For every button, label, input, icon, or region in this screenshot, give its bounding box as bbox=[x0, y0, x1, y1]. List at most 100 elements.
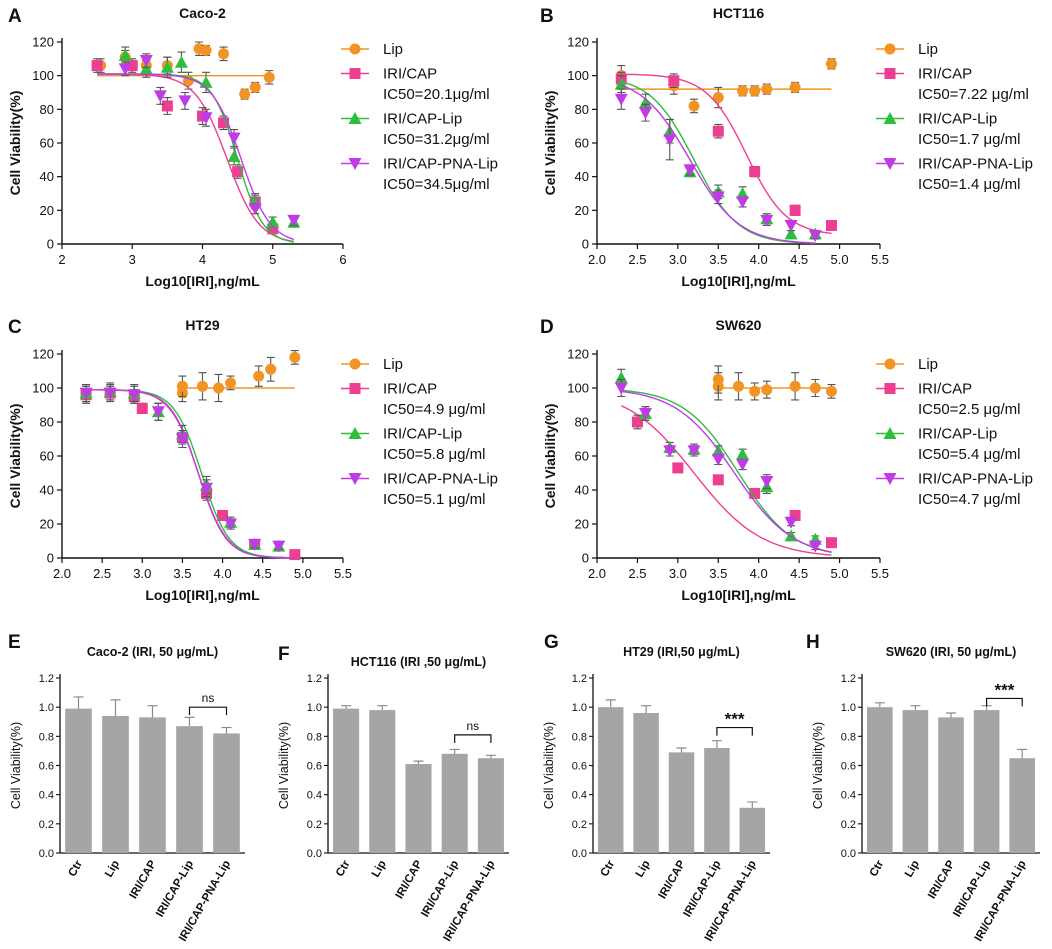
panel-letter: G bbox=[544, 632, 559, 653]
data-point bbox=[688, 100, 700, 112]
y-axis-label: Cell Viability(%) bbox=[542, 91, 558, 196]
x-tick-label: 4.0 bbox=[750, 252, 768, 267]
error-bar bbox=[184, 716, 195, 727]
data-point bbox=[672, 462, 684, 474]
y-tick-label: 0.6 bbox=[572, 761, 587, 773]
data-point bbox=[151, 406, 165, 419]
data-point bbox=[218, 117, 230, 129]
x-tick-label: 2.5 bbox=[628, 566, 646, 581]
fit-curve bbox=[86, 389, 295, 559]
x-tick-label: 5.0 bbox=[831, 252, 849, 267]
panel-letter: F bbox=[278, 644, 290, 665]
data-point bbox=[736, 196, 750, 209]
error-bar bbox=[110, 699, 121, 716]
y-tick-label: 120 bbox=[567, 347, 589, 362]
legend: Lip IRI/CAP IC50=20.1μg/ml IRI/CAP-Lip IC50=… bbox=[341, 41, 498, 193]
chart-title: HCT116 bbox=[713, 5, 765, 21]
x-tick-label: IRI/CAP-Lip bbox=[681, 859, 723, 920]
y-tick-label: 0 bbox=[47, 551, 54, 566]
data-point bbox=[733, 380, 744, 392]
data-point bbox=[639, 408, 653, 420]
data-point bbox=[663, 445, 677, 458]
panel-letter: A bbox=[8, 6, 22, 27]
y-tick-label: 0.4 bbox=[841, 790, 856, 802]
y-tick-label: 20 bbox=[575, 517, 589, 532]
error-bar bbox=[485, 754, 496, 759]
data-point bbox=[217, 510, 229, 521]
y-tick-label: 1.2 bbox=[841, 673, 856, 685]
data-point bbox=[118, 63, 132, 76]
data-point bbox=[287, 214, 301, 227]
chart-title: Caco-2 (IRI, 50 μg/mL) bbox=[87, 645, 218, 659]
data-point bbox=[199, 75, 213, 88]
legend-label: IRI/CAP-PNA-Lip bbox=[383, 471, 498, 488]
data-point bbox=[248, 538, 262, 551]
y-tick-label: 0 bbox=[582, 551, 589, 566]
chart-title: HCT116 (IRI ,50 μg/mL) bbox=[351, 655, 486, 669]
y-tick-label: 0.4 bbox=[307, 790, 322, 802]
data-point bbox=[749, 166, 761, 178]
data-point bbox=[712, 92, 724, 104]
x-tick-label: 2.5 bbox=[628, 252, 646, 267]
x-tick-label: Ctr bbox=[66, 858, 85, 879]
legend-marker bbox=[348, 427, 362, 439]
legend-ic50: IC50=4.7 μg/ml bbox=[918, 491, 1020, 508]
legend-ic50: IC50=34.5μg/ml bbox=[383, 176, 490, 193]
y-tick-label: 100 bbox=[567, 68, 589, 83]
bar bbox=[739, 807, 766, 853]
error-bar bbox=[73, 696, 84, 709]
x-tick-label: 5 bbox=[269, 252, 276, 267]
data-point bbox=[272, 540, 286, 553]
panel-letter: B bbox=[540, 6, 554, 27]
y-tick-label: 20 bbox=[40, 517, 54, 532]
data-point bbox=[614, 371, 628, 384]
y-axis-label: Cell Viability(%) bbox=[811, 722, 825, 809]
data-point bbox=[239, 88, 251, 100]
data-point bbox=[631, 416, 643, 428]
error-bar bbox=[221, 726, 232, 734]
fit-curve bbox=[621, 390, 832, 553]
x-tick-label: 4.5 bbox=[254, 566, 272, 581]
error-bar bbox=[946, 712, 956, 718]
bar bbox=[176, 726, 203, 853]
data-point bbox=[789, 380, 801, 392]
data-point bbox=[213, 382, 225, 394]
y-tick-label: 1.2 bbox=[39, 673, 54, 685]
data-point bbox=[178, 95, 192, 108]
significance-label: *** bbox=[994, 680, 1014, 699]
y-tick-label: 40 bbox=[575, 483, 589, 498]
error-bar bbox=[1017, 748, 1028, 759]
data-point bbox=[200, 482, 214, 495]
x-tick-label: 2.0 bbox=[588, 252, 606, 267]
data-point bbox=[232, 166, 244, 178]
y-tick-label: 60 bbox=[40, 136, 54, 151]
x-tick-label: IRI/CAP-Lip bbox=[951, 859, 993, 920]
series-iri_cap_pna_lip bbox=[79, 384, 295, 559]
fit-curve bbox=[86, 389, 295, 559]
x-tick-label: 2 bbox=[58, 252, 65, 267]
data-point bbox=[267, 223, 279, 235]
legend: Lip IRI/CAP IC50=4.9 μg/ml IRI/CAP-Lip IC50=… bbox=[341, 356, 498, 508]
legend-marker bbox=[349, 383, 361, 394]
panel-A: A Caco-2 0 20 40 60 80 100 120 2 3 4 5 6 Log10[IRI],ng… bbox=[7, 5, 498, 289]
y-tick-label: 1.2 bbox=[307, 673, 322, 685]
error-bar bbox=[910, 705, 921, 711]
legend-label: IRI/CAP bbox=[383, 66, 437, 83]
series-iri_cap bbox=[80, 385, 301, 561]
data-point bbox=[760, 476, 774, 488]
error-bar bbox=[676, 747, 687, 753]
legend-label: IRI/CAP bbox=[918, 66, 972, 83]
x-tick-label: 3.0 bbox=[133, 566, 151, 581]
y-tick-label: 0.2 bbox=[307, 819, 322, 831]
legend-ic50: IC50=5.8 μg/ml bbox=[383, 446, 485, 463]
bar bbox=[477, 758, 504, 853]
fit-curve bbox=[97, 73, 294, 243]
legend-marker bbox=[884, 43, 896, 55]
x-tick-label: 5.5 bbox=[334, 566, 352, 581]
y-tick-label: 0.6 bbox=[39, 761, 54, 773]
bar bbox=[139, 717, 166, 853]
data-point bbox=[139, 55, 153, 68]
data-point bbox=[749, 85, 761, 97]
data-point bbox=[784, 516, 798, 529]
